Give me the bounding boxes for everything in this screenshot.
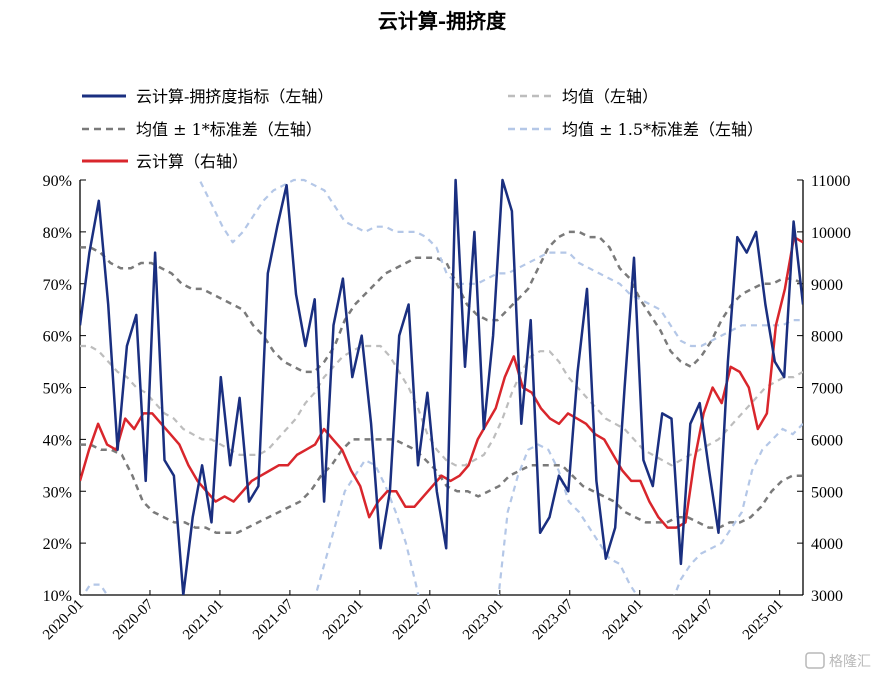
series-sd1-upper-line [80,230,803,374]
chart-title: 云计算-拥挤度 [378,9,507,33]
left-y-axis: 10% 20% 30% 40% 50% 60% 70% 80% 90% [43,173,86,605]
x-axis: 2020-01 2020-07 2021-01 2021-07 2022-01 2022-… [40,590,787,644]
x-tick-label: 2020-07 [110,596,157,643]
series-index-line [80,235,803,529]
series-mean-line [80,344,803,467]
x-tick-label: 2023-07 [530,596,577,643]
right-y-tick-label: 11000 [811,173,850,190]
left-y-tick-label: 50% [43,381,72,398]
chart-legend: 云计算-拥挤度指标（左轴） 均值（左轴） 均值 ± 1*标准差（左轴） 均值 ±… [82,87,763,171]
x-tick-label: 2025-01 [740,597,787,644]
series-group [80,178,803,595]
left-y-tick-label: 90% [43,173,72,190]
series-sd15-lower-line [82,423,803,595]
left-y-tick-label: 20% [43,536,72,553]
x-tick-label: 2024-07 [670,596,717,643]
watermark-text: 格隆汇 [829,654,871,670]
legend-label-sd1: 均值 ± 1*标准差（左轴） [136,120,322,139]
right-y-tick-label: 9000 [811,277,843,294]
right-y-tick-label: 5000 [811,484,843,501]
right-y-tick-label: 10000 [811,225,851,242]
x-tick-label: 2023-01 [460,597,507,644]
legend-label-sd15: 均值 ± 1.5*标准差（左轴） [562,120,763,139]
left-y-tick-label: 60% [43,329,72,346]
x-tick-label: 2022-07 [390,596,437,643]
x-tick-label: 2021-07 [250,596,297,643]
legend-label-crowding: 云计算-拥挤度指标（左轴） [136,87,333,106]
series-sd1-lower-line [80,438,803,535]
legend-label-mean: 均值（左轴） [562,87,658,106]
x-tick-label: 2024-01 [600,597,647,644]
right-y-tick-label: 8000 [811,329,843,346]
watermark: 格隆汇 [805,652,871,670]
legend-label-index: 云计算（右轴） [136,152,248,171]
x-tick-label: 2021-01 [180,597,227,644]
right-y-tick-label: 3000 [811,588,843,605]
watermark-logo-icon [805,652,825,669]
right-y-tick-label: 6000 [811,432,843,449]
series-crowding-line [80,178,803,595]
left-y-tick-label: 40% [43,432,72,449]
left-y-tick-label: 80% [43,225,72,242]
left-y-tick-label: 10% [43,588,72,605]
right-y-axis: 3000 4000 5000 6000 7000 8000 9000 10000 11000 [797,173,851,605]
x-tick-label: 2022-01 [320,597,367,644]
right-y-tick-label: 4000 [811,536,843,553]
left-y-tick-label: 30% [43,484,72,501]
series-sd15-upper-line [197,178,803,348]
right-y-tick-label: 7000 [811,381,843,398]
left-y-tick-label: 70% [43,277,72,294]
